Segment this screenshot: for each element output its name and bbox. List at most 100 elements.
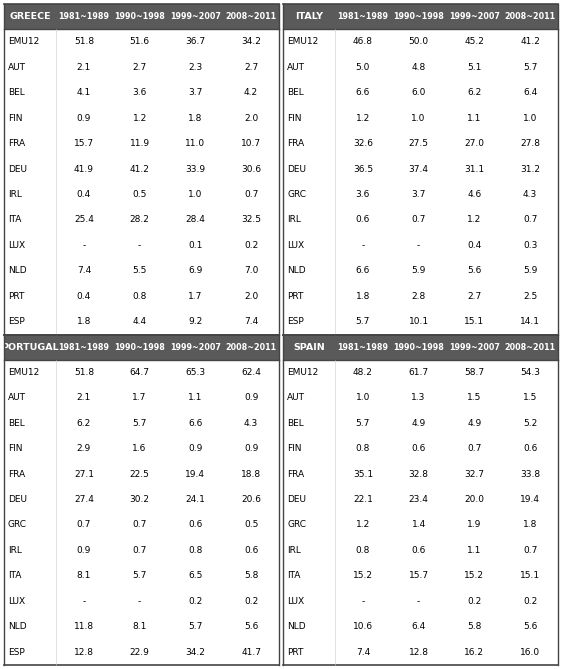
Text: 2.1: 2.1: [77, 63, 91, 72]
Text: 65.3: 65.3: [185, 368, 206, 377]
Text: 32.7: 32.7: [464, 470, 484, 478]
Text: FRA: FRA: [287, 470, 304, 478]
Text: 0.8: 0.8: [356, 546, 370, 555]
Text: 5.8: 5.8: [244, 571, 259, 581]
Text: 4.4: 4.4: [133, 317, 147, 326]
Text: 2.7: 2.7: [133, 63, 147, 72]
Text: 7.4: 7.4: [244, 317, 259, 326]
Text: 6.2: 6.2: [77, 419, 91, 427]
Text: EMU12: EMU12: [287, 37, 318, 46]
Bar: [283, 359, 558, 385]
Text: 61.7: 61.7: [409, 368, 429, 377]
Bar: [4, 589, 279, 614]
Text: 33.8: 33.8: [520, 470, 540, 478]
Text: EMU12: EMU12: [8, 368, 39, 377]
Text: 5.8: 5.8: [467, 622, 482, 632]
Text: 33.9: 33.9: [185, 165, 206, 173]
Text: 7.0: 7.0: [244, 266, 259, 276]
Bar: [283, 385, 558, 411]
Text: 2.7: 2.7: [467, 292, 482, 301]
Text: 1.0: 1.0: [523, 114, 537, 122]
Text: 0.9: 0.9: [76, 546, 91, 555]
Text: 32.5: 32.5: [241, 215, 261, 225]
Text: 15.1: 15.1: [464, 317, 484, 326]
Text: 51.6: 51.6: [130, 37, 149, 46]
Text: PRT: PRT: [8, 292, 24, 301]
Bar: [4, 487, 279, 512]
Text: 6.6: 6.6: [356, 266, 370, 276]
Text: 5.7: 5.7: [523, 63, 537, 72]
Text: 28.2: 28.2: [130, 215, 149, 225]
Text: 10.6: 10.6: [353, 622, 373, 632]
Bar: [4, 640, 279, 665]
Bar: [4, 207, 279, 233]
Bar: [283, 640, 558, 665]
Text: 1.0: 1.0: [356, 393, 370, 402]
Bar: [4, 284, 279, 309]
Text: 41.7: 41.7: [241, 648, 261, 657]
Text: 0.7: 0.7: [523, 546, 537, 555]
Text: 5.0: 5.0: [356, 63, 370, 72]
Text: 14.1: 14.1: [520, 317, 540, 326]
Bar: [283, 462, 558, 487]
Bar: [283, 258, 558, 284]
Text: 0.7: 0.7: [76, 520, 91, 529]
Text: 30.6: 30.6: [241, 165, 261, 173]
Bar: [4, 411, 279, 436]
Text: BEL: BEL: [287, 419, 303, 427]
Text: 27.1: 27.1: [74, 470, 94, 478]
Text: LUX: LUX: [287, 241, 304, 250]
Text: 7.4: 7.4: [356, 648, 370, 657]
Text: DEU: DEU: [8, 495, 27, 504]
Text: 27.5: 27.5: [409, 139, 429, 148]
Text: ITA: ITA: [8, 215, 21, 225]
Text: 4.3: 4.3: [523, 190, 537, 199]
Text: PRT: PRT: [287, 648, 303, 657]
Text: LUX: LUX: [8, 597, 25, 606]
Bar: [4, 106, 279, 131]
Text: 58.7: 58.7: [464, 368, 484, 377]
Text: 41.2: 41.2: [130, 165, 149, 173]
Text: 2.7: 2.7: [244, 63, 259, 72]
Text: 48.2: 48.2: [353, 368, 373, 377]
Text: FIN: FIN: [8, 114, 22, 122]
Text: 2008~2011: 2008~2011: [225, 343, 277, 351]
Text: 32.6: 32.6: [353, 139, 373, 148]
Text: DEU: DEU: [8, 165, 27, 173]
Text: 62.4: 62.4: [241, 368, 261, 377]
Bar: [4, 309, 279, 334]
Text: 0.7: 0.7: [411, 215, 426, 225]
Text: 0.8: 0.8: [133, 292, 147, 301]
Text: 4.8: 4.8: [411, 63, 426, 72]
Bar: [283, 131, 558, 157]
Text: 5.2: 5.2: [523, 419, 537, 427]
Text: LUX: LUX: [8, 241, 25, 250]
Text: -: -: [138, 597, 141, 606]
Text: 5.1: 5.1: [467, 63, 482, 72]
Text: 22.9: 22.9: [130, 648, 149, 657]
Text: 0.7: 0.7: [467, 444, 482, 453]
Bar: [283, 80, 558, 106]
Text: BEL: BEL: [8, 88, 25, 97]
Text: -: -: [417, 597, 420, 606]
Text: 1.0: 1.0: [188, 190, 202, 199]
Bar: [4, 258, 279, 284]
Text: 2.1: 2.1: [77, 393, 91, 402]
Text: 1990~1998: 1990~1998: [393, 12, 444, 21]
Text: 28.4: 28.4: [185, 215, 205, 225]
Text: 0.7: 0.7: [133, 520, 147, 529]
Text: 0.7: 0.7: [244, 190, 259, 199]
Text: SPAIN: SPAIN: [293, 343, 325, 351]
Text: 5.6: 5.6: [467, 266, 482, 276]
Bar: [4, 233, 279, 258]
Text: 36.7: 36.7: [185, 37, 206, 46]
Text: 0.2: 0.2: [244, 597, 259, 606]
Text: IRL: IRL: [8, 546, 22, 555]
Bar: [4, 29, 279, 54]
Text: 5.7: 5.7: [133, 419, 147, 427]
Text: 3.7: 3.7: [411, 190, 426, 199]
Text: FRA: FRA: [8, 139, 25, 148]
Text: 0.9: 0.9: [76, 114, 91, 122]
Bar: [283, 106, 558, 131]
Text: 8.1: 8.1: [76, 571, 91, 581]
